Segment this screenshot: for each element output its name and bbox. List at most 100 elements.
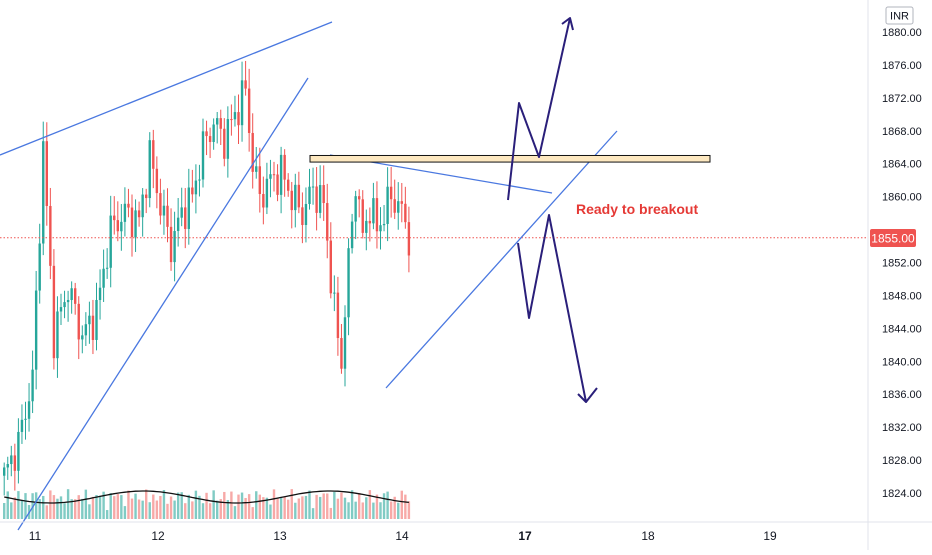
- candle-body: [279, 154, 283, 195]
- candle-body: [152, 140, 155, 169]
- candle-body: [159, 193, 162, 216]
- candle-body: [81, 335, 84, 340]
- candle-body: [180, 207, 183, 218]
- candle-body: [20, 419, 24, 432]
- candle-body: [247, 88, 251, 133]
- upper-channel-trendline[interactable]: [0, 21, 333, 156]
- candle-body: [42, 141, 45, 244]
- volume-bar: [368, 490, 372, 519]
- volume-bar: [120, 495, 123, 519]
- volume-bar: [166, 503, 169, 519]
- volume-bar: [350, 490, 354, 519]
- candle-body: [113, 215, 116, 221]
- candle-body: [386, 186, 389, 224]
- candle-body: [233, 112, 237, 120]
- breakout-arrowhead-icon[interactable]: [561, 17, 574, 31]
- volume-bar: [329, 507, 332, 519]
- candle-body: [109, 215, 112, 268]
- price-tick-label: 1840.00: [882, 356, 922, 368]
- candle-body: [301, 207, 304, 226]
- volume-bar: [379, 502, 382, 519]
- candle-body: [407, 222, 411, 256]
- price-axis[interactable]: 1824.00 1828.00 1832.00 1836.00 1840.00 1844.…: [882, 27, 922, 500]
- time-tick-label: 11: [29, 529, 42, 543]
- volume-bar: [283, 496, 286, 519]
- volume-bar: [247, 494, 251, 519]
- candle-body: [194, 180, 198, 195]
- candle-body: [205, 131, 208, 137]
- volume-bar: [237, 494, 240, 519]
- rising-support-trendline[interactable]: [17, 77, 309, 531]
- ascending-support-trendline[interactable]: [385, 130, 618, 389]
- candle-body: [59, 307, 63, 312]
- candle-body: [38, 243, 41, 291]
- candle-body: [45, 141, 48, 206]
- volume-bar: [201, 503, 205, 519]
- candle-body: [155, 168, 159, 194]
- volume-bar: [127, 490, 130, 519]
- candle-body: [315, 186, 318, 213]
- volume-bar: [358, 492, 361, 519]
- volume-bar: [38, 499, 41, 519]
- candle-body: [198, 179, 201, 181]
- price-tick-label: 1860.00: [882, 192, 922, 204]
- volume-bar: [240, 492, 244, 519]
- breakout-projection-path[interactable]: [507, 17, 571, 201]
- candle-body: [333, 292, 336, 294]
- resistance-zone[interactable]: [309, 154, 711, 163]
- time-axis[interactable]: 11 12 13 14 17 18 19: [29, 529, 777, 543]
- volume-bar: [184, 503, 187, 519]
- breakdown-arrowhead-icon[interactable]: [577, 387, 598, 403]
- volume-bar: [386, 491, 389, 519]
- volume-bar: [343, 497, 347, 519]
- volume-bar: [219, 499, 222, 519]
- volume-bar: [290, 489, 293, 519]
- volume-bar: [42, 495, 45, 519]
- volume-bar: [226, 500, 230, 519]
- candle-body: [31, 369, 34, 402]
- volume-bar: [20, 500, 24, 519]
- candle-body: [137, 210, 141, 218]
- last-price-badge: 1855.00: [870, 229, 916, 247]
- candle-body: [276, 174, 279, 195]
- volume-bar: [13, 497, 17, 519]
- volume-bar: [212, 490, 215, 519]
- annotation-ready-to-breakout: Ready to breakout: [576, 201, 698, 217]
- volume-bar: [180, 492, 183, 519]
- candle-body: [294, 184, 297, 211]
- candle-body: [52, 265, 56, 359]
- volume-bar: [109, 493, 112, 519]
- volume-bar: [105, 510, 109, 519]
- volume-bar: [244, 497, 247, 519]
- volume-bar: [191, 501, 194, 519]
- candle-body: [372, 198, 375, 224]
- candle-body: [308, 186, 311, 205]
- candle-body: [120, 221, 123, 232]
- time-tick-label: 14: [395, 529, 409, 543]
- candle-body: [379, 225, 382, 232]
- candle-body: [350, 221, 354, 249]
- volume-layer: [3, 489, 411, 519]
- volume-bar: [216, 500, 219, 519]
- candle-body: [3, 467, 6, 476]
- breakdown-projection-path[interactable]: [517, 214, 587, 403]
- volume-moving-average-line: [4, 490, 409, 504]
- candle-body: [265, 178, 269, 208]
- currency-badge-box: [885, 6, 914, 25]
- volume-bar: [393, 496, 396, 519]
- currency-badge[interactable]: INR: [885, 6, 914, 25]
- volume-bar: [162, 490, 166, 519]
- volume-bar: [326, 493, 329, 519]
- candle-body: [49, 205, 52, 266]
- price-tick-label: 1844.00: [882, 323, 922, 335]
- volume-bar: [24, 493, 27, 519]
- volume-bar: [318, 496, 322, 519]
- candle-body: [162, 205, 166, 216]
- volume-bar: [95, 495, 98, 519]
- price-tick-label: 1832.00: [882, 422, 922, 434]
- volume-bar: [365, 497, 368, 519]
- volume-bar: [56, 498, 59, 519]
- volume-bar: [269, 504, 272, 519]
- candle-body: [201, 131, 205, 180]
